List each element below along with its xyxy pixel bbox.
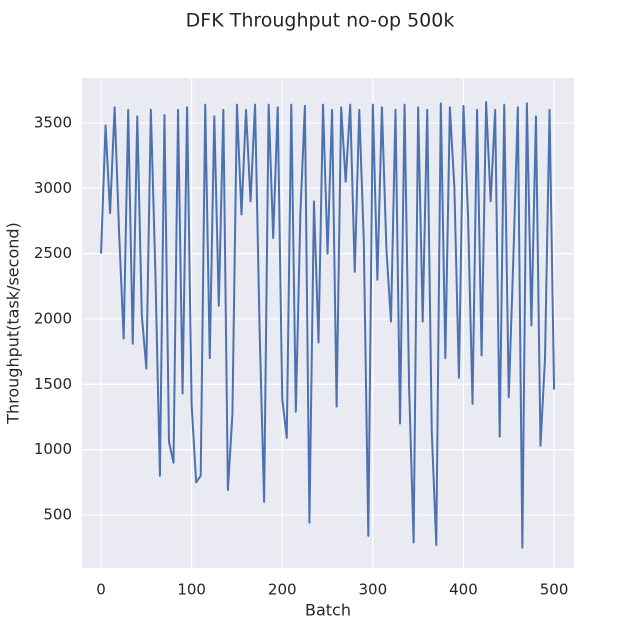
y-tick-label: 500 (43, 505, 72, 523)
y-tick-label: 2500 (34, 244, 72, 262)
y-axis-label: Throughput(task/second) (4, 222, 23, 425)
y-tick-label: 1500 (34, 375, 72, 393)
x-tick-label: 300 (359, 581, 388, 599)
y-tick-label: 3000 (34, 179, 72, 197)
x-tick-label: 0 (96, 581, 106, 599)
y-tick-label: 1000 (34, 440, 72, 458)
data-line (100, 101, 556, 549)
y-tick-label: 3500 (34, 113, 72, 131)
x-tick-label: 400 (449, 581, 478, 599)
chart-title: DFK Throughput no-op 500k (186, 10, 455, 32)
x-tick-label: 500 (540, 581, 569, 599)
x-tick-label: 100 (177, 581, 206, 599)
x-tick-label: 200 (268, 581, 297, 599)
y-tick-label: 2000 (34, 309, 72, 327)
x-axis-label: Batch (305, 601, 351, 620)
